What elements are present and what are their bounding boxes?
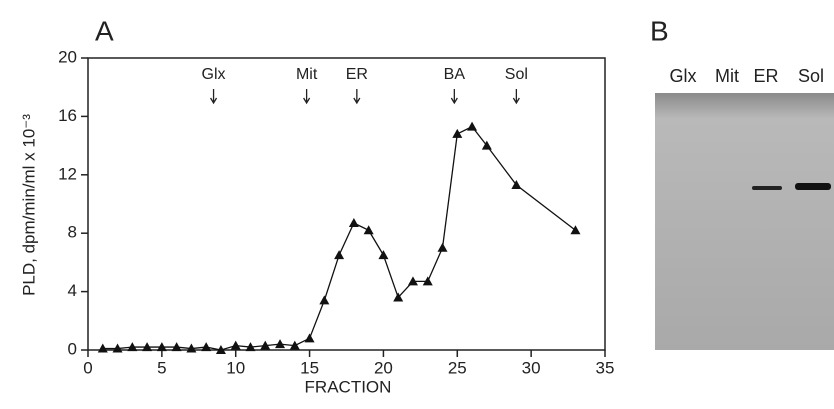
- blot-band: [752, 186, 782, 190]
- x-tick-label: 5: [157, 358, 166, 377]
- figure: A FRACTION PLD, dpm/min/ml x 10⁻³ 0 4 8 12 1…: [0, 0, 834, 409]
- y-tick-label: 16: [58, 106, 77, 125]
- x-tick-label: 10: [226, 358, 245, 377]
- x-tick-label: 30: [522, 358, 541, 377]
- annotation-arrow: [354, 89, 360, 103]
- annotation-arrow: [304, 89, 310, 103]
- data-point: [319, 295, 329, 304]
- panel-label: B: [650, 15, 669, 46]
- plot: 0 4 8 12 16 20 0 5 10 15 20 25 30 35 Glx Mit ER BA Sol: [58, 47, 614, 377]
- data-point: [438, 243, 448, 252]
- blot-band: [795, 183, 831, 190]
- lane-labels: Glx Mit ER Sol: [670, 66, 825, 86]
- annotation-arrow: [451, 89, 457, 103]
- data-line: [103, 127, 576, 350]
- data-point: [452, 129, 462, 138]
- x-tick-label: 25: [448, 358, 467, 377]
- data-point: [349, 218, 359, 227]
- y-axis-label: PLD, dpm/min/ml x 10⁻³: [19, 114, 38, 296]
- data-point: [334, 250, 344, 259]
- annotation: BA: [444, 66, 466, 83]
- y-tick-label: 4: [68, 281, 77, 300]
- y-tick-label: 0: [68, 339, 77, 358]
- data-point: [231, 341, 241, 350]
- lane-label: Glx: [670, 66, 697, 86]
- annotation: Sol: [505, 66, 528, 83]
- annotation: ER: [346, 66, 368, 83]
- data-point: [201, 342, 211, 351]
- blot-image: [655, 93, 834, 350]
- annotation: Glx: [202, 66, 226, 83]
- x-tick-label: 35: [596, 358, 615, 377]
- panel-label: A: [95, 15, 114, 46]
- data-point: [275, 339, 285, 348]
- y-tick-label: 12: [58, 164, 77, 183]
- x-tick-label: 0: [83, 358, 92, 377]
- lane-label: Sol: [798, 66, 824, 86]
- annotation-arrow: [211, 89, 217, 103]
- data-point: [570, 225, 580, 234]
- data-point: [467, 122, 477, 131]
- lane-label: ER: [753, 66, 778, 86]
- annotation-arrow: [513, 89, 519, 103]
- x-tick-label: 15: [300, 358, 319, 377]
- x-tick-label: 20: [374, 358, 393, 377]
- data-point: [364, 225, 374, 234]
- annotation: Mit: [296, 66, 318, 83]
- x-axis-label: FRACTION: [305, 377, 392, 396]
- y-tick-label: 20: [58, 47, 77, 66]
- plot-frame: [88, 58, 605, 350]
- lane-label: Mit: [715, 66, 739, 86]
- y-tick-label: 8: [68, 223, 77, 242]
- data-point: [378, 250, 388, 259]
- data-point: [305, 333, 315, 342]
